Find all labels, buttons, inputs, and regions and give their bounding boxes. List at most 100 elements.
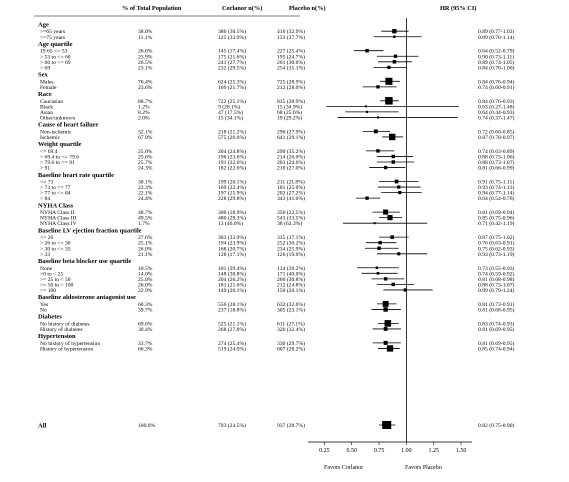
row-label: >=75 years — [40, 35, 65, 41]
row-pct: 23.9% — [138, 54, 153, 60]
x-tick-label: 1.50 — [456, 448, 467, 454]
group-title: Diabetes — [38, 314, 62, 321]
row-hr-marker — [365, 196, 369, 200]
row-corlanor: 199 (20.1%) — [218, 179, 246, 186]
row-label: Caucasian — [40, 99, 63, 105]
row-label: >=65 years — [40, 29, 65, 35]
row-hr-marker — [384, 320, 392, 327]
row-hr-text: 0.84 (0.76-0.93) — [478, 98, 514, 105]
row-corlanor: 169 (22.4%) — [218, 184, 246, 191]
row-hr-marker — [377, 246, 381, 250]
row-placebo: 296 (27.9%) — [277, 128, 305, 135]
x-tick-label: 1.25 — [428, 448, 439, 454]
row-placebo: 203 (24.6%) — [277, 159, 305, 166]
overall-label: All — [38, 423, 47, 430]
row-corlanor: 13 (46.0%) — [218, 220, 243, 227]
row-placebo: 261 (30.6%) — [277, 59, 305, 66]
row-pct: 23.3% — [138, 185, 153, 191]
row-hr-marker — [393, 35, 396, 38]
row-pct: 30.1% — [138, 180, 153, 186]
row-hr-marker — [364, 105, 367, 108]
row-placebo: 330 (29.7%) — [277, 340, 305, 347]
row-label: History of diabetes — [40, 326, 83, 333]
row-pct: 27.6% — [138, 235, 153, 241]
row-hr-marker — [391, 154, 395, 159]
row-corlanor: 125 (33.9%) — [218, 34, 246, 41]
row-label: NYHA Class III — [40, 216, 76, 222]
row-corlanor: 15 (34.1%) — [218, 114, 243, 121]
row-corlanor: 556 (28.1%) — [218, 301, 246, 308]
row-hr-marker — [394, 179, 399, 184]
row-hr-text: 0.81 (0.68-0.95) — [478, 306, 514, 313]
row-hr-text: 0.89 (0.70-1.14) — [478, 34, 514, 41]
row-label: No history of hypertension — [40, 340, 100, 347]
row-label: > 91 — [40, 166, 50, 172]
row-corlanor: 519 (24.0%) — [218, 345, 246, 352]
row-hr-text: 0.63 (0.27-1.48) — [478, 103, 514, 110]
row-pct: 25.0% — [138, 277, 153, 283]
row-hr-marker — [376, 272, 380, 275]
row-hr-text: 0.85 (0.75-0.96) — [478, 215, 514, 222]
row-placebo: 254 (35.1%) — [277, 64, 305, 71]
row-placebo: 356 (22.5%) — [277, 209, 305, 216]
row-label: No history of diabetes — [40, 320, 90, 327]
row-corlanor: 480 (29.3%) — [218, 215, 246, 222]
row-pct: 23.6% — [138, 85, 153, 91]
row-hr-marker — [383, 307, 388, 312]
row-hr-text: 0.74 (0.59-0.92) — [478, 270, 514, 277]
row-pct: 33.7% — [138, 341, 153, 347]
header-hr: HR (95% CI) — [440, 5, 476, 12]
row-label: >= 25 to < 50 — [40, 277, 71, 283]
group-title: Race — [38, 91, 52, 98]
row-corlanor: 191 (22.6%) — [218, 159, 246, 166]
row-corlanor: 175 (21.6%) — [218, 53, 246, 60]
row-placebo: 210 (27.0%) — [277, 165, 305, 172]
row-corlanor: 47 (17.5%) — [218, 109, 243, 116]
row-hr-marker — [383, 340, 388, 345]
group-title: Cause of heart failure — [38, 122, 98, 129]
row-placebo: 543 (33.5%) — [277, 215, 305, 222]
x-tick-label: 0.25 — [319, 448, 330, 454]
row-hr-marker — [383, 277, 388, 281]
favors-corlanor-label: Favors Corlanor — [324, 465, 363, 471]
overall-hr-marker — [382, 421, 392, 429]
row-corlanor: 268 (27.8%) — [218, 326, 246, 333]
row-hr-text: 0.85 (0.74-0.94) — [478, 345, 514, 352]
row-pct: 67.9% — [138, 135, 153, 141]
row-placebo: 211 (21.8%) — [277, 179, 305, 186]
row-placebo: 171 (40.0%) — [277, 270, 305, 277]
row-corlanor: 204 (26.2%) — [218, 276, 246, 283]
row-hr-text: 0.83 (0.74-0.93) — [478, 320, 514, 327]
row-placebo: 290 (35.2%) — [277, 148, 305, 155]
row-hr-text: 0.88 (0.73-1.07) — [478, 281, 514, 288]
row-hr-text: 0.64 (0.52-0.79) — [478, 48, 514, 55]
row-hr-marker — [383, 327, 388, 331]
row-placebo: 335 (37.1%) — [277, 234, 305, 241]
row-placebo: 15 (34.9%) — [277, 103, 302, 110]
row-hr-marker — [398, 191, 402, 195]
row-hr-marker — [392, 60, 397, 64]
row-corlanor: 232 (29.5%) — [218, 64, 246, 71]
row-hr-text: 0.84 (0.70-1.00) — [478, 64, 514, 71]
group-title: Baseline aldosterone antagonist use — [38, 294, 136, 301]
row-hr-text: 0.74 (0.60-0.91) — [478, 84, 514, 91]
row-corlanor: 148 (30.8%) — [218, 270, 246, 277]
row-hr-text: 0.87 (0.75-1.02) — [478, 234, 514, 241]
row-placebo: 607 (28.2%) — [277, 345, 305, 352]
row-corlanor: 168 (20.7%) — [218, 245, 246, 252]
row-label: > 79.6 to <= 91 — [40, 160, 75, 166]
row-pct: 38.0% — [138, 29, 153, 35]
group-title: Baseline heart rate quartile — [38, 172, 114, 179]
row-label: >0 to < 25 — [40, 271, 63, 277]
row-label: History of hypertension — [40, 345, 93, 352]
row-pct: 30.4% — [138, 327, 153, 333]
row-corlanor: 145 (17.4%) — [218, 48, 246, 55]
row-placebo: 181 (25.0%) — [277, 184, 305, 191]
row-placebo: 212 (24.8%) — [277, 281, 305, 288]
row-pct: 39.7% — [138, 307, 153, 313]
row-hr-marker — [382, 300, 389, 307]
row-corlanor: 197 (25.9%) — [218, 190, 246, 197]
row-placebo: 410 (32.9%) — [277, 28, 305, 35]
row-placebo: 641 (29.1%) — [277, 134, 305, 141]
row-pct: 88.7% — [138, 99, 153, 105]
